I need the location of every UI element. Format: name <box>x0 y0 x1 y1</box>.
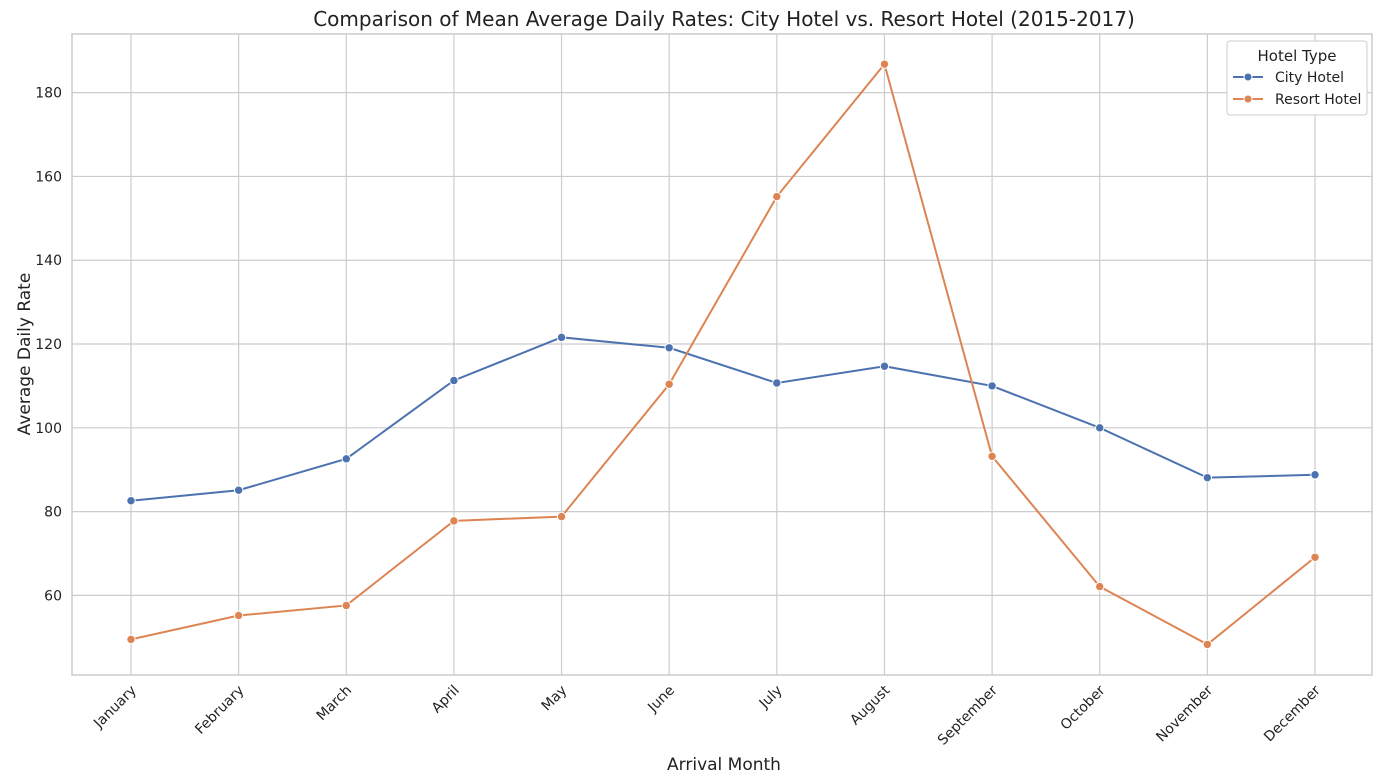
x-tick-label: December <box>1261 682 1324 745</box>
series-city-hotel <box>126 332 1320 506</box>
series-resort-hotel <box>126 59 1320 650</box>
legend-label: Resort Hotel <box>1275 92 1361 108</box>
data-point <box>664 379 674 389</box>
data-point <box>341 600 351 611</box>
x-tick-label: August <box>847 682 893 728</box>
data-point <box>126 496 136 506</box>
data-point <box>664 343 674 353</box>
data-point <box>879 59 890 69</box>
y-tick-label: 140 <box>35 253 62 269</box>
x-tick-label: March <box>314 683 355 724</box>
x-axis-title: Arrival Month <box>667 755 781 775</box>
series-lines <box>126 59 1320 650</box>
series-line <box>130 336 1316 502</box>
legend-box <box>1226 40 1368 116</box>
axis-ticks: January February March April May June July Augu… <box>35 86 1324 749</box>
x-tick-label: September <box>935 682 1001 748</box>
y-tick-label: 120 <box>35 337 62 353</box>
x-tick-label: February <box>192 683 247 738</box>
x-tick-label: May <box>539 683 571 715</box>
data-point <box>233 485 244 495</box>
gridlines <box>72 34 1372 675</box>
data-point <box>233 610 244 621</box>
x-tick-label: January <box>90 683 140 733</box>
x-tick-label: November <box>1153 682 1216 745</box>
data-point <box>987 451 997 462</box>
chart-title: Comparison of Mean Average Daily Rates: … <box>313 7 1135 31</box>
x-tick-label: June <box>644 683 678 717</box>
data-point <box>1310 552 1320 562</box>
y-tick-label: 160 <box>35 169 62 185</box>
data-point <box>1202 639 1213 650</box>
legend-title: Hotel Type <box>1258 47 1337 65</box>
plot-frame <box>71 33 1373 676</box>
y-tick-label: 60 <box>44 588 62 604</box>
data-point <box>556 511 567 522</box>
data-point <box>987 381 997 391</box>
x-tick-label: October <box>1058 682 1109 733</box>
data-point <box>772 378 782 388</box>
x-tick-label: July <box>756 683 786 713</box>
y-tick-label: 80 <box>44 505 62 521</box>
data-point <box>772 191 782 202</box>
legend-item: City Hotel <box>1233 70 1344 86</box>
data-point <box>879 361 890 371</box>
y-tick-label: 180 <box>35 86 62 102</box>
y-tick-label: 100 <box>35 421 62 437</box>
legend-label: City Hotel <box>1275 70 1344 86</box>
legend-swatch-marker <box>1243 94 1253 104</box>
data-point <box>1095 423 1105 433</box>
data-point <box>556 332 567 343</box>
data-point <box>1310 470 1320 480</box>
data-point <box>449 516 459 526</box>
data-point <box>341 454 351 464</box>
legend-swatch-marker <box>1243 72 1253 82</box>
series-line <box>130 62 1316 646</box>
data-point <box>1095 581 1105 592</box>
data-point <box>126 634 136 645</box>
legend-item: Resort Hotel <box>1233 92 1361 108</box>
data-point <box>1202 472 1213 483</box>
legend: Hotel Type City Hotel Resort Hotel <box>1226 40 1368 116</box>
x-tick-label: April <box>429 683 463 717</box>
data-point <box>449 375 459 386</box>
y-axis-title: Average Daily Rate <box>15 273 35 436</box>
